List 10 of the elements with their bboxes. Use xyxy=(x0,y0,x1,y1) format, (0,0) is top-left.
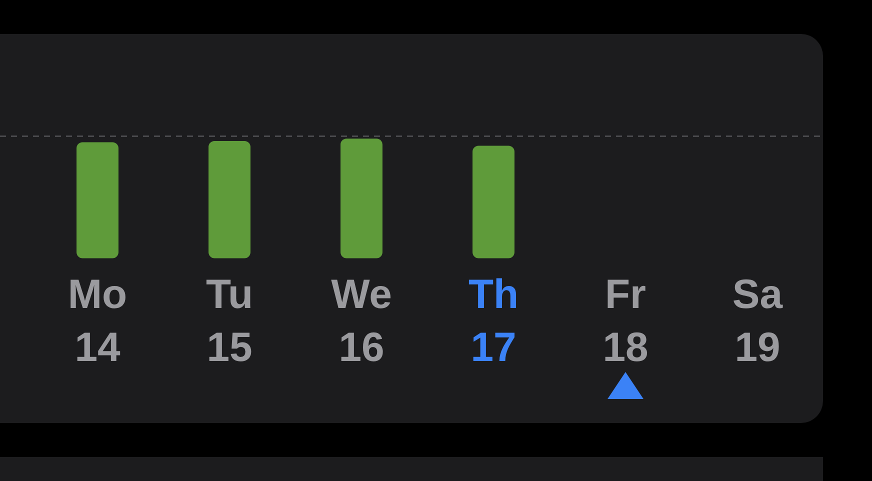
x-tick-label: Fr 18 xyxy=(602,271,648,370)
x-tick-label: Tu 15 xyxy=(206,271,254,370)
bar xyxy=(76,142,118,258)
bar xyxy=(472,146,514,258)
x-tick-label: Th 17 xyxy=(468,271,519,370)
x-tick-label: Sa 19 xyxy=(732,271,784,370)
x-tick-label: We 16 xyxy=(331,271,392,370)
bar xyxy=(340,138,382,258)
x-tick-label: Mo 14 xyxy=(68,271,128,370)
bar xyxy=(208,140,250,258)
